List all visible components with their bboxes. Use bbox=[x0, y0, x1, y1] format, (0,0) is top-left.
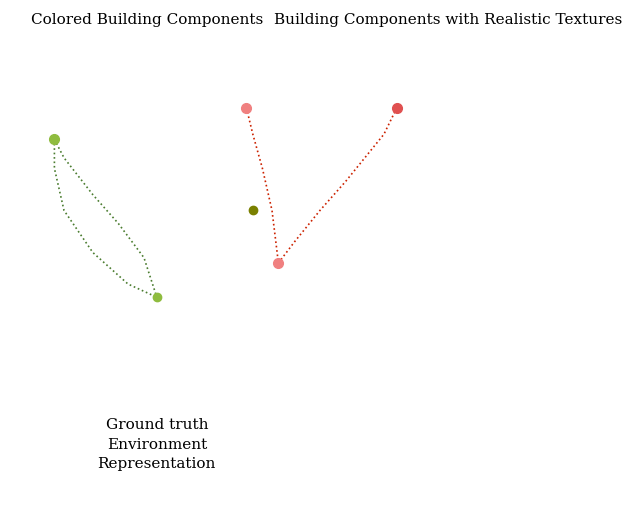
Text: Building Components with Realistic Textures: Building Components with Realistic Textu… bbox=[274, 13, 622, 27]
Text: Ground truth
Environment
Representation: Ground truth Environment Representation bbox=[98, 418, 216, 471]
Text: Colored Building Components: Colored Building Components bbox=[31, 13, 263, 27]
